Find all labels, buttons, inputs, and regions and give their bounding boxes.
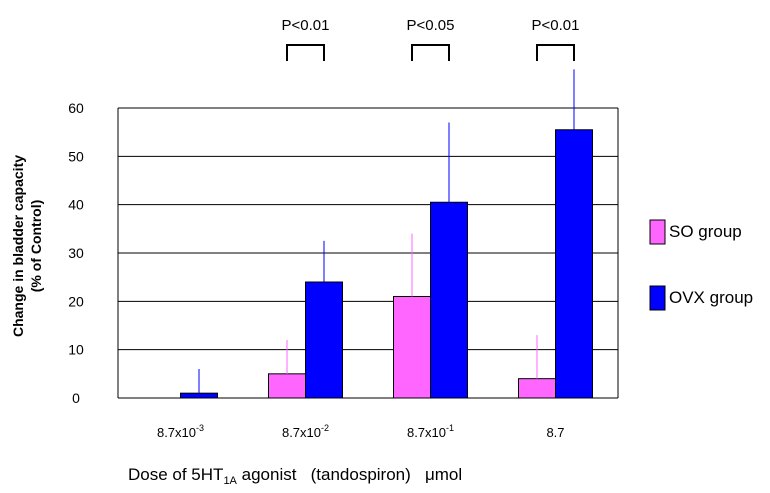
category-label-base: 8.7 (546, 425, 564, 440)
category-label: 8.7x10-2 (282, 423, 329, 440)
y-axis-label-line1: Change in bladder capacity (10, 155, 26, 337)
y-axis-label-line2: (% of Control) (28, 200, 44, 293)
category-label-base: 8.7x10 (407, 425, 446, 440)
significance-bracket (536, 44, 575, 61)
bar-ovx (180, 392, 218, 399)
bar-so (393, 296, 431, 399)
x-axis-label-pre: Dose of 5HT (128, 465, 223, 484)
y-tick-label: 40 (68, 197, 84, 213)
category-label-base: 8.7x10 (282, 425, 321, 440)
significance-label: P<0.01 (532, 17, 580, 34)
category-label-exponent: -1 (446, 423, 454, 433)
grid-lines (117, 107, 619, 399)
legend-label-so: SO group (669, 222, 742, 241)
category-label: 8.7x10-1 (407, 423, 454, 440)
category-label-exponent: -2 (321, 423, 329, 433)
y-tick-label: 60 (68, 100, 84, 116)
bar-so (518, 378, 556, 399)
bar-ovx (430, 201, 468, 399)
significance-label: P<0.05 (407, 17, 455, 34)
category-label-base: 8.7x10 (157, 425, 196, 440)
error-bars (198, 69, 575, 394)
y-tick-label: 0 (72, 390, 80, 406)
bar-ovx (555, 129, 593, 399)
category-label: 8.7 (546, 425, 564, 440)
x-axis-label-sub: 1A (223, 475, 237, 487)
y-tick-label: 20 (68, 293, 84, 309)
legend-swatch-so (649, 219, 666, 245)
legend: SO group OVX group (649, 219, 753, 311)
significance-annotations: P<0.01 P<0.05 P<0.01 (282, 17, 580, 61)
x-axis-label-post: agonist (tandospiron) μmol (237, 465, 462, 484)
category-label-exponent: -3 (196, 423, 204, 433)
category-labels: 8.7x10-3 8.7x10-2 8.7x10-1 8.7 (157, 423, 565, 440)
category-label: 8.7x10-3 (157, 423, 204, 440)
legend-swatch-ovx (649, 285, 666, 311)
y-tick-label: 30 (68, 245, 84, 261)
x-axis-label: Dose of 5HT1A agonist (tandospiron) μmol (128, 465, 462, 487)
y-tick-label: 50 (68, 148, 84, 164)
significance-bracket (286, 44, 325, 61)
y-tick-label: 10 (68, 342, 84, 358)
y-tick-labels: 0 10 20 30 40 50 60 (68, 100, 84, 406)
significance-bracket (411, 44, 450, 61)
bar-ovx (305, 281, 343, 399)
legend-label-ovx: OVX group (669, 288, 753, 307)
bar-so (268, 373, 306, 399)
significance-label: P<0.01 (282, 17, 330, 34)
